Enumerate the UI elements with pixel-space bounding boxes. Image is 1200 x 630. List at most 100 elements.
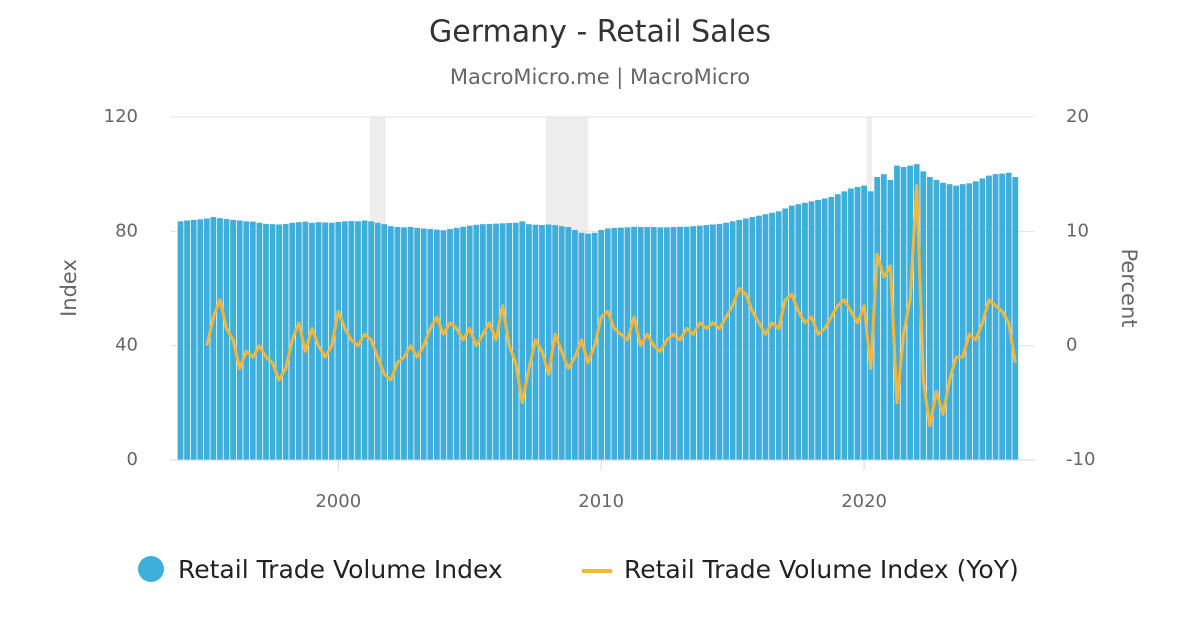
bar	[848, 188, 854, 461]
bar	[486, 223, 493, 460]
bar	[249, 221, 256, 460]
bar	[479, 224, 486, 460]
bar	[217, 218, 223, 460]
bar	[657, 227, 664, 460]
y2-axis-label: Percent	[1117, 248, 1141, 327]
bar	[624, 227, 631, 460]
bar	[611, 227, 618, 460]
y2-tick-label: 0	[1066, 335, 1077, 356]
bar	[762, 214, 769, 460]
y-tick-label: 0	[127, 449, 138, 470]
bar	[427, 229, 434, 460]
x-tick-label: 2020	[841, 491, 887, 512]
bar	[992, 174, 999, 460]
bar	[197, 219, 204, 460]
bar	[670, 227, 677, 460]
bar	[499, 223, 506, 460]
bar	[512, 222, 519, 460]
bar	[703, 225, 710, 460]
bar	[782, 208, 789, 460]
bar	[841, 191, 848, 461]
bar	[769, 212, 775, 460]
x-tick-label: 2000	[315, 491, 361, 512]
bar	[696, 225, 703, 460]
bar	[946, 184, 953, 460]
chart-subtitle: MacroMicro.me | MacroMicro	[450, 65, 750, 90]
bar	[808, 201, 815, 460]
bar	[749, 217, 756, 460]
bar	[631, 226, 637, 460]
bar	[341, 221, 348, 460]
bar	[243, 221, 250, 460]
bar	[736, 219, 743, 460]
bar	[184, 220, 190, 460]
bar	[525, 224, 532, 460]
bar	[453, 227, 460, 460]
bar	[894, 165, 900, 460]
bar	[578, 232, 585, 460]
bar	[493, 223, 499, 460]
bar	[861, 185, 867, 460]
bar	[920, 171, 927, 460]
bar	[236, 220, 243, 460]
bar	[742, 218, 749, 460]
bar	[466, 225, 473, 460]
bar	[355, 221, 361, 460]
bar	[900, 167, 907, 461]
bar	[519, 221, 526, 460]
bar	[335, 221, 342, 460]
bar	[953, 185, 960, 460]
bar	[447, 229, 453, 460]
legend-label: Retail Trade Volume Index (YoY)	[624, 555, 1019, 584]
bar	[828, 197, 835, 461]
y-axis-label: Index	[57, 259, 81, 317]
bar	[302, 221, 309, 460]
bar	[545, 224, 552, 460]
bar	[598, 229, 605, 460]
bar	[907, 165, 914, 460]
bar	[295, 222, 302, 460]
bar	[604, 228, 611, 460]
bar	[716, 223, 723, 460]
bar	[775, 211, 782, 460]
bar	[210, 217, 217, 460]
bar	[374, 222, 381, 460]
y-tick-label: 40	[115, 335, 138, 356]
bar	[585, 233, 591, 460]
bar	[539, 225, 545, 460]
bar	[940, 182, 946, 460]
bar	[867, 191, 874, 461]
bar	[795, 204, 802, 460]
bar	[959, 184, 966, 460]
bar	[256, 222, 263, 460]
bar	[802, 202, 808, 460]
bar	[788, 205, 795, 460]
bar	[269, 224, 276, 460]
y2-tick-label: -10	[1066, 449, 1095, 470]
bar	[460, 226, 467, 460]
bar	[723, 222, 729, 460]
bar	[913, 164, 920, 460]
bar	[999, 173, 1006, 460]
bar	[933, 179, 940, 460]
bar	[572, 229, 578, 460]
bar	[565, 227, 572, 460]
y-tick-label: 80	[115, 220, 138, 241]
bar	[223, 219, 230, 460]
bar	[309, 222, 315, 460]
bar	[926, 177, 933, 460]
bar	[1012, 177, 1019, 460]
bar	[834, 194, 841, 461]
bar	[966, 183, 973, 460]
legend-label: Retail Trade Volume Index	[178, 555, 503, 584]
bar	[986, 175, 992, 461]
y-tick-label: 120	[104, 106, 138, 127]
bar	[618, 227, 624, 460]
bar	[401, 227, 407, 460]
bar	[433, 229, 440, 460]
bar	[644, 227, 651, 460]
bar	[190, 219, 197, 460]
y2-tick-label: 20	[1066, 106, 1089, 127]
bar	[440, 230, 447, 460]
